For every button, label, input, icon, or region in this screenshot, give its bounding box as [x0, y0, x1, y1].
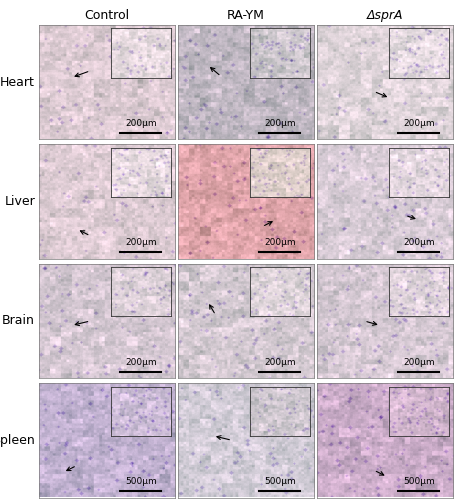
Text: Control: Control	[84, 9, 129, 22]
Text: 200μm: 200μm	[403, 119, 435, 128]
Text: 500μm: 500μm	[264, 477, 296, 486]
Text: Brain: Brain	[2, 314, 35, 328]
Text: 500μm: 500μm	[125, 477, 157, 486]
Text: Heart: Heart	[0, 76, 35, 88]
Text: RA-YM: RA-YM	[227, 9, 265, 22]
Text: 200μm: 200μm	[403, 238, 435, 248]
Text: 200μm: 200μm	[264, 358, 296, 366]
Text: 200μm: 200μm	[125, 119, 157, 128]
Text: 500μm: 500μm	[403, 477, 435, 486]
Text: 200μm: 200μm	[264, 238, 296, 248]
Text: 200μm: 200μm	[264, 119, 296, 128]
Text: 200μm: 200μm	[125, 358, 157, 366]
Text: Liver: Liver	[4, 195, 35, 208]
Text: Spleen: Spleen	[0, 434, 35, 447]
Text: 200μm: 200μm	[125, 238, 157, 248]
Text: 200μm: 200μm	[403, 358, 435, 366]
Text: ΔsprA: ΔsprA	[366, 9, 403, 22]
